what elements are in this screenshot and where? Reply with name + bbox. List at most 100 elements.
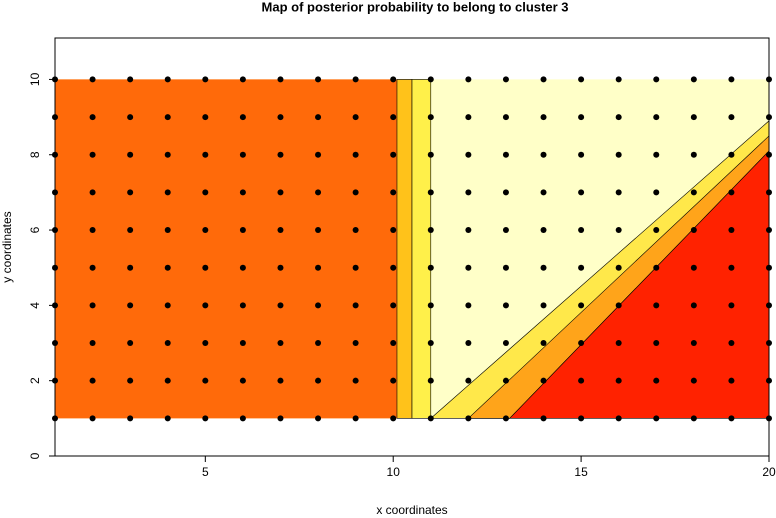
sample-point: [352, 302, 359, 309]
sample-point: [390, 264, 397, 271]
sample-point: [465, 415, 472, 422]
sample-point: [277, 189, 284, 196]
sample-point: [202, 227, 209, 234]
sample-point: [390, 415, 397, 422]
sample-point: [690, 227, 697, 234]
sample-point: [690, 377, 697, 384]
sample-point: [202, 114, 209, 121]
sample-point: [465, 189, 472, 196]
sample-point: [277, 377, 284, 384]
sample-point: [578, 151, 585, 158]
sample-point: [202, 415, 209, 422]
sample-point: [502, 340, 509, 347]
sample-point: [502, 302, 509, 309]
y-tick-label: 8: [28, 151, 42, 158]
sample-point: [728, 76, 735, 83]
sample-point: [89, 264, 96, 271]
x-tick-label: 5: [202, 465, 209, 479]
sample-point: [164, 264, 171, 271]
sample-point: [164, 76, 171, 83]
sample-point: [465, 76, 472, 83]
sample-point: [390, 151, 397, 158]
sample-point: [315, 340, 322, 347]
sample-point: [202, 302, 209, 309]
sample-point: [390, 302, 397, 309]
sample-point: [239, 227, 246, 234]
sample-point: [164, 377, 171, 384]
sample-point: [427, 227, 434, 234]
sample-point: [352, 377, 359, 384]
sample-point: [127, 151, 134, 158]
sample-point: [89, 114, 96, 121]
sample-point: [239, 76, 246, 83]
sample-point: [127, 377, 134, 384]
sample-point: [465, 340, 472, 347]
sample-point: [690, 76, 697, 83]
sample-point: [578, 377, 585, 384]
sample-point: [202, 151, 209, 158]
sample-point: [465, 302, 472, 309]
sample-point: [89, 227, 96, 234]
sample-point: [239, 114, 246, 121]
sample-point: [465, 151, 472, 158]
sample-point: [653, 415, 660, 422]
sample-point: [728, 302, 735, 309]
sample-point: [315, 76, 322, 83]
sample-point: [202, 340, 209, 347]
sample-point: [615, 264, 622, 271]
sample-point: [615, 302, 622, 309]
sample-point: [502, 114, 509, 121]
sample-point: [578, 76, 585, 83]
sample-point: [427, 76, 434, 83]
chart-title: Map of posterior probability to belong t…: [262, 0, 569, 14]
sample-point: [315, 227, 322, 234]
sample-point: [502, 377, 509, 384]
y-tick-label: 10: [28, 72, 42, 86]
sample-point: [164, 340, 171, 347]
sample-point: [315, 415, 322, 422]
sample-point: [465, 264, 472, 271]
sample-point: [127, 76, 134, 83]
sample-point: [277, 227, 284, 234]
sample-point: [352, 114, 359, 121]
y-tick-label: 2: [28, 377, 42, 384]
sample-point: [653, 340, 660, 347]
sample-point: [89, 377, 96, 384]
sample-point: [578, 302, 585, 309]
sample-point: [578, 114, 585, 121]
sample-point: [164, 415, 171, 422]
sample-point: [728, 114, 735, 121]
sample-point: [653, 151, 660, 158]
sample-point: [277, 151, 284, 158]
sample-point: [728, 264, 735, 271]
sample-point: [202, 76, 209, 83]
sample-point: [164, 114, 171, 121]
sample-point: [653, 377, 660, 384]
sample-point: [615, 76, 622, 83]
sample-point: [202, 264, 209, 271]
probability-region: [411, 79, 432, 419]
sample-point: [164, 151, 171, 158]
sample-point: [653, 302, 660, 309]
sample-point: [352, 227, 359, 234]
sample-point: [728, 227, 735, 234]
sample-point: [540, 151, 547, 158]
sample-point: [690, 189, 697, 196]
sample-point: [127, 227, 134, 234]
y-tick-label: 4: [28, 302, 42, 309]
sample-point: [277, 76, 284, 83]
sample-point: [728, 189, 735, 196]
sample-point: [277, 264, 284, 271]
sample-point: [502, 264, 509, 271]
sample-point: [390, 377, 397, 384]
sample-point: [427, 302, 434, 309]
sample-point: [164, 227, 171, 234]
sample-point: [540, 377, 547, 384]
sample-point: [352, 340, 359, 347]
sample-point: [653, 76, 660, 83]
sample-point: [390, 227, 397, 234]
sample-point: [315, 264, 322, 271]
sample-point: [465, 227, 472, 234]
plot-frame: [54, 37, 770, 457]
